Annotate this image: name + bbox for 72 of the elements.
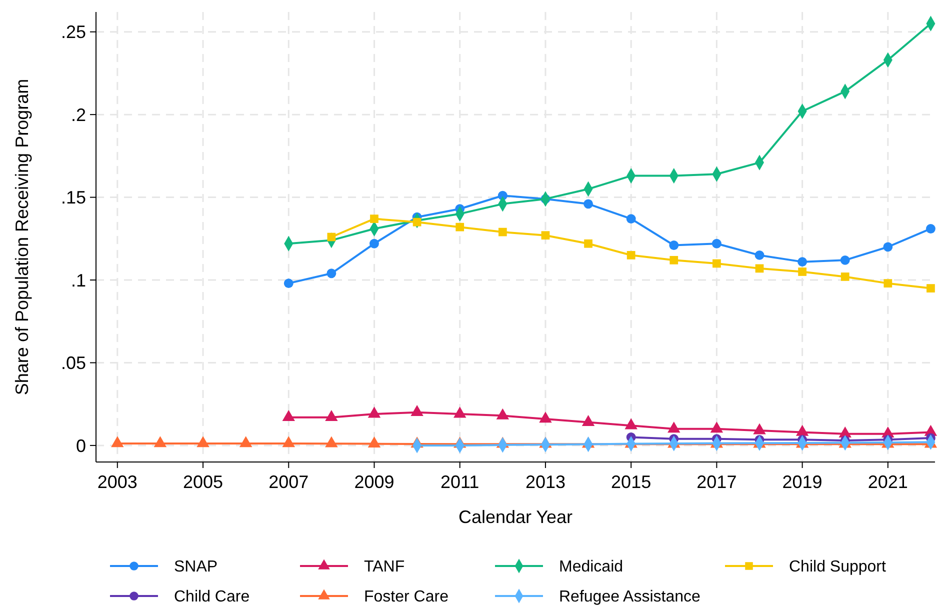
point: [368, 406, 381, 418]
legend-label: Child Care: [174, 588, 250, 606]
x-tick-label: 2005: [182, 472, 224, 492]
point: [582, 414, 595, 426]
point: [669, 240, 679, 250]
point: [539, 412, 552, 423]
point: [541, 231, 550, 240]
point: [496, 408, 510, 420]
x-tick-label: 2007: [268, 472, 309, 492]
point: [626, 251, 636, 260]
x-tick-label: 2013: [525, 472, 566, 492]
point: [196, 436, 210, 448]
x-tick-label: 2019: [782, 472, 822, 492]
point: [282, 410, 295, 421]
point: [753, 423, 766, 434]
point: [840, 272, 850, 281]
point: [796, 424, 809, 436]
point: [370, 238, 379, 248]
x-tick-label: 2009: [354, 472, 394, 492]
point: [370, 214, 378, 223]
x-tick-label: 2003: [97, 472, 138, 492]
point: [584, 239, 592, 248]
point: [325, 410, 338, 421]
point: [410, 405, 424, 416]
point: [754, 250, 764, 260]
point: [239, 436, 252, 448]
legend-label: TANF: [364, 558, 405, 576]
point: [883, 242, 893, 252]
point: [840, 255, 850, 265]
y-axis-title: Share of Population Receiving Program: [12, 78, 32, 396]
y-tick-label: .1: [70, 270, 86, 290]
point: [456, 222, 464, 232]
point: [498, 228, 507, 236]
x-tick-label: 2015: [611, 472, 652, 492]
point: [798, 257, 808, 267]
point: [325, 436, 338, 448]
point: [154, 436, 167, 448]
y-tick-label: .15: [60, 188, 86, 208]
point: [884, 279, 892, 288]
point: [584, 199, 593, 209]
point: [111, 436, 124, 448]
legend-label: Child Support: [789, 558, 886, 576]
point: [926, 284, 935, 292]
legend-label: Medicaid: [559, 558, 624, 576]
x-tick-label: 2017: [696, 472, 737, 492]
legend-label: Foster Care: [364, 588, 449, 606]
point: [284, 278, 294, 288]
point: [755, 264, 764, 273]
point: [712, 238, 722, 248]
point: [710, 422, 724, 433]
point: [412, 218, 422, 226]
point: [626, 214, 636, 224]
point: [326, 268, 336, 278]
y-tick-label: .05: [60, 353, 86, 374]
legend-label: SNAP: [174, 558, 218, 576]
x-tick-label: 2011: [440, 472, 480, 492]
point: [282, 436, 295, 448]
y-tick-label: .25: [60, 22, 86, 42]
point: [368, 436, 381, 448]
point: [926, 224, 936, 234]
x-axis-title: Calendar Year: [458, 507, 573, 527]
y-tick-label: 0: [76, 436, 86, 456]
point: [668, 422, 680, 433]
point: [453, 406, 466, 418]
point: [712, 259, 721, 268]
point: [327, 232, 336, 242]
point: [798, 268, 806, 276]
point: [670, 256, 678, 264]
x-tick-label: 2021: [868, 472, 908, 492]
y-tick-label: .2: [70, 104, 86, 125]
legend-label: Refugee Assistance: [559, 588, 701, 606]
point: [624, 418, 638, 430]
